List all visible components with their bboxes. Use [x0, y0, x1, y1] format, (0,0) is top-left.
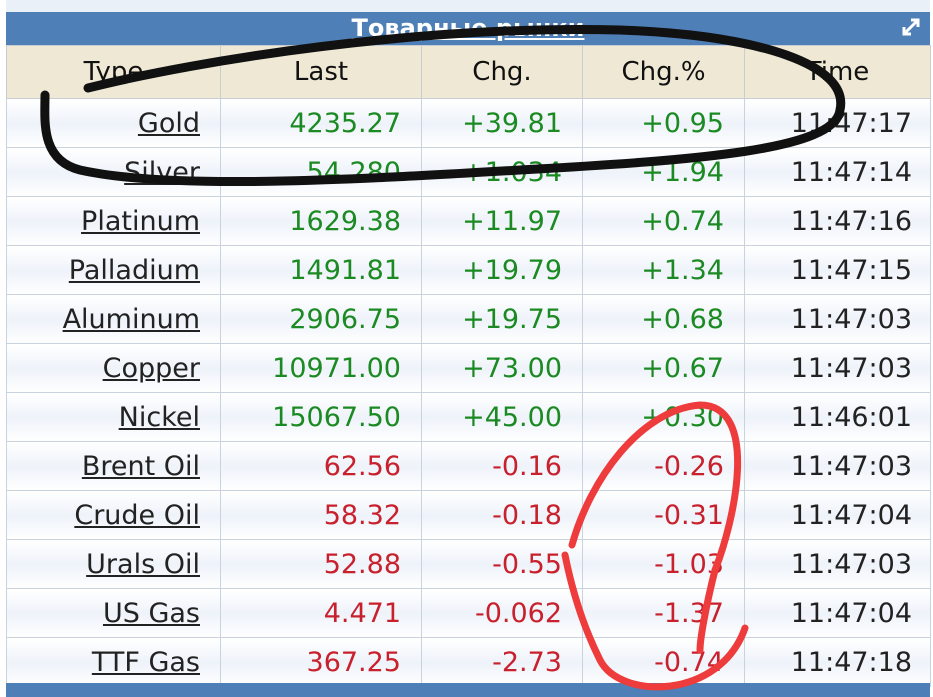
type-cell: Nickel [6, 392, 221, 442]
last-cell: 1491.81 [220, 245, 422, 295]
chg-cell: -0.55 [421, 539, 583, 589]
type-cell: Silver [6, 147, 221, 197]
chg-pct-cell: +1.34 [582, 245, 745, 295]
chg-pct-cell: +0.30 [582, 392, 745, 442]
chg-pct-cell: +0.95 [582, 98, 745, 148]
commodity-link[interactable]: Nickel [118, 401, 200, 433]
chg-pct-cell: -1.37 [582, 588, 745, 638]
commodity-link[interactable]: US Gas [102, 597, 200, 629]
type-cell: Aluminum [6, 294, 221, 344]
type-cell: US Gas [6, 588, 221, 638]
commodity-link[interactable]: Urals Oil [86, 548, 200, 580]
chg-cell: +73.00 [421, 343, 583, 393]
last-cell: 52.88 [220, 539, 422, 589]
section-title[interactable]: Товарные рынки [351, 14, 585, 42]
chg-pct-cell: -1.03 [582, 539, 745, 589]
type-cell: Copper [6, 343, 221, 393]
expand-icon[interactable] [902, 18, 920, 36]
time-cell: 11:47:18 [744, 637, 931, 687]
commodity-link[interactable]: Brent Oil [81, 450, 200, 482]
commodity-link[interactable]: TTF Gas [91, 646, 200, 678]
last-cell: 10971.00 [220, 343, 422, 393]
chg-pct-cell: +0.67 [582, 343, 745, 393]
chg-cell: -2.73 [421, 637, 583, 687]
header-row: Type Last Chg. Chg.% Time [6, 45, 931, 99]
chg-cell: -0.16 [421, 441, 583, 491]
type-cell: Platinum [6, 196, 221, 246]
commodity-link[interactable]: Platinum [81, 205, 200, 237]
commodities-table: Type Last Chg. Chg.% Time Gold 4235.27 +39.81 +… [6, 45, 931, 687]
last-cell: 4235.27 [220, 98, 422, 148]
last-cell: 54.280 [220, 147, 422, 197]
type-cell: Palladium [6, 245, 221, 295]
row: US Gas 4.471 -0.062 -1.37 11:47:04 [6, 588, 931, 638]
last-cell: 1629.38 [220, 196, 422, 246]
time-cell: 11:47:03 [744, 539, 931, 589]
last-cell: 2906.75 [220, 294, 422, 344]
title-bar: Товарные рынки [6, 12, 930, 45]
row: TTF Gas 367.25 -2.73 -0.74 11:47:18 [6, 637, 931, 687]
commodity-link[interactable]: Copper [102, 352, 200, 384]
chg-cell: -0.062 [421, 588, 583, 638]
chg-cell: -0.18 [421, 490, 583, 540]
type-cell: Crude Oil [6, 490, 221, 540]
type-cell: TTF Gas [6, 637, 221, 687]
chg-pct-cell: +1.94 [582, 147, 745, 197]
chg-cell: +19.75 [421, 294, 583, 344]
column-header: Time [744, 45, 931, 99]
time-cell: 11:47:03 [744, 343, 931, 393]
last-cell: 58.32 [220, 490, 422, 540]
time-cell: 11:47:16 [744, 196, 931, 246]
chg-pct-cell: +0.68 [582, 294, 745, 344]
row: Urals Oil 52.88 -0.55 -1.03 11:47:03 [6, 539, 931, 589]
time-cell: 11:47:03 [744, 441, 931, 491]
commodity-link[interactable]: Gold [137, 107, 200, 139]
last-cell: 15067.50 [220, 392, 422, 442]
column-header: Type [6, 45, 221, 99]
last-cell: 367.25 [220, 637, 422, 687]
last-cell: 62.56 [220, 441, 422, 491]
chg-cell: +11.97 [421, 196, 583, 246]
time-cell: 11:47:15 [744, 245, 931, 295]
time-cell: 11:47:03 [744, 294, 931, 344]
chg-cell: +1.034 [421, 147, 583, 197]
commodity-link[interactable]: Palladium [68, 254, 200, 286]
type-cell: Gold [6, 98, 221, 148]
column-header: Last [220, 45, 422, 99]
chg-pct-cell: -0.31 [582, 490, 745, 540]
last-cell: 4.471 [220, 588, 422, 638]
row: Aluminum 2906.75 +19.75 +0.68 11:47:03 [6, 294, 931, 344]
column-header: Chg.% [582, 45, 745, 99]
chg-cell: +19.79 [421, 245, 583, 295]
row: Nickel 15067.50 +45.00 +0.30 11:46:01 [6, 392, 931, 442]
row: Brent Oil 62.56 -0.16 -0.26 11:47:03 [6, 441, 931, 491]
chg-pct-cell: -0.74 [582, 637, 745, 687]
time-cell: 11:47:04 [744, 490, 931, 540]
chg-cell: +39.81 [421, 98, 583, 148]
column-header: Chg. [421, 45, 583, 99]
table-body: Gold 4235.27 +39.81 +0.95 11:47:17 Silver 54.2… [6, 98, 931, 687]
chg-pct-cell: +0.74 [582, 196, 745, 246]
bottom-bar [6, 683, 930, 697]
row: Palladium 1491.81 +19.79 +1.34 11:47:15 [6, 245, 931, 295]
time-cell: 11:46:01 [744, 392, 931, 442]
commodity-link[interactable]: Crude Oil [74, 499, 200, 531]
commodity-link[interactable]: Silver [124, 156, 200, 188]
time-cell: 11:47:14 [744, 147, 931, 197]
row: Silver 54.280 +1.034 +1.94 11:47:14 [6, 147, 931, 197]
commodity-link[interactable]: Aluminum [62, 303, 200, 335]
chg-pct-cell: -0.26 [582, 441, 745, 491]
row: Gold 4235.27 +39.81 +0.95 11:47:17 [6, 98, 931, 148]
chg-cell: +45.00 [421, 392, 583, 442]
row: Crude Oil 58.32 -0.18 -0.31 11:47:04 [6, 490, 931, 540]
row: Copper 10971.00 +73.00 +0.67 11:47:03 [6, 343, 931, 393]
time-cell: 11:47:04 [744, 588, 931, 638]
time-cell: 11:47:17 [744, 98, 931, 148]
type-cell: Brent Oil [6, 441, 221, 491]
row: Platinum 1629.38 +11.97 +0.74 11:47:16 [6, 196, 931, 246]
type-cell: Urals Oil [6, 539, 221, 589]
